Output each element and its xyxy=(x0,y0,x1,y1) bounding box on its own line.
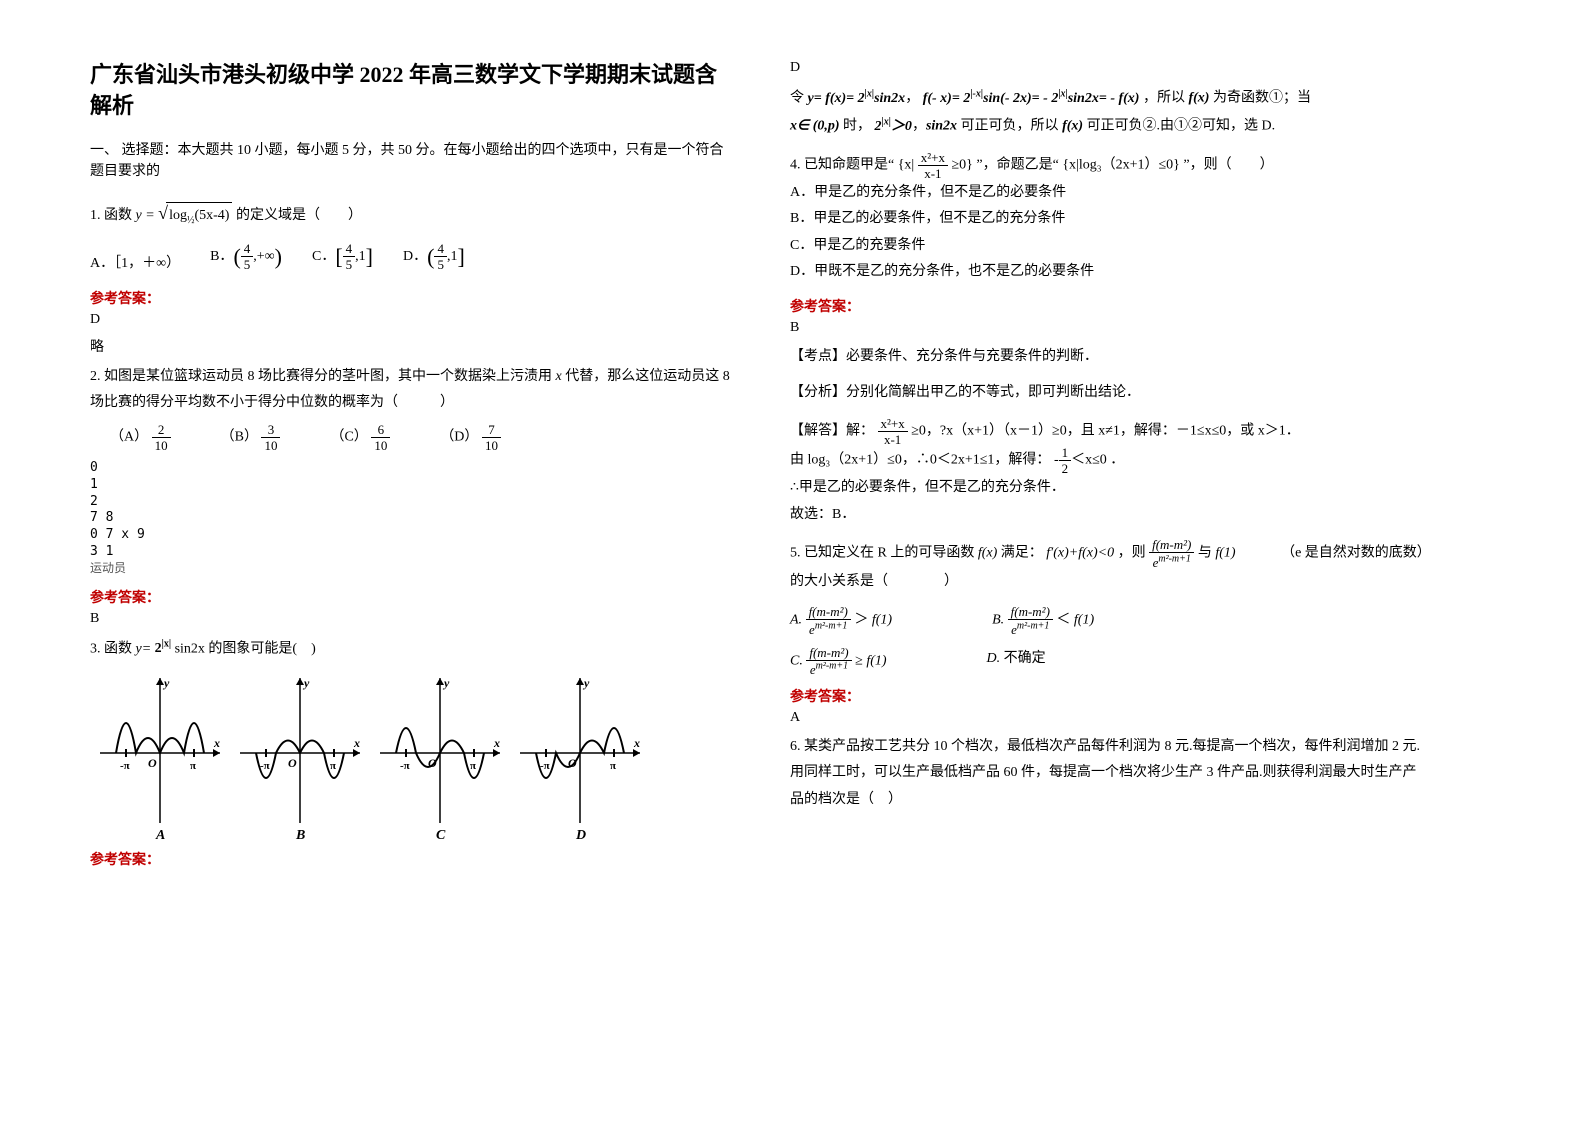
q4-ans: B xyxy=(790,320,1430,336)
svg-text:x: x xyxy=(353,736,360,750)
section-intro: 一、 选择题：本大题共 10 小题，每小题 5 分，共 50 分。在每小题给出的… xyxy=(90,140,730,182)
q2-var: x xyxy=(556,369,562,384)
q5-optA: A. f(m-m²)em²-m+1 ＞ f(1) xyxy=(790,605,892,635)
q4-optC: C．甲是乙的充要条件 xyxy=(790,233,1430,260)
question-5: 5. 已知定义在 R 上的可导函数 f(x) 满足： f′(x)+f(x)<0 … xyxy=(790,538,1430,676)
question-1: 1. 函数 y = √log½(5x-4) 的定义域是（ ） A．［1，＋∞） … xyxy=(90,196,730,278)
q3-graphs-svg: O y x -π π A O y x -π xyxy=(90,673,650,843)
q4-stem-a: 4. 已知命题甲是“ {x| xyxy=(790,157,914,172)
question-6: 6. 某类产品按工艺共分 10 个档次，最低档次产品每件利润为 8 元.每提高一… xyxy=(790,734,1430,814)
q4-optB: B．甲是乙的必要条件，但不是乙的充分条件 xyxy=(790,206,1430,233)
svg-text:y: y xyxy=(582,676,590,690)
svg-text:π: π xyxy=(610,760,616,772)
svg-text:-π: -π xyxy=(260,760,270,772)
question-2: 2. 如图是某位篮球运动员 8 场比赛得分的茎叶图，其中一个数据染上污渍用 x … xyxy=(90,364,730,577)
stem-leaf-plot: 0 1 2 7 8 0 7 x 9 3 1 运动员 xyxy=(90,460,730,577)
q1-ans1: D xyxy=(90,312,730,328)
q1-optC: C．[45,1] xyxy=(312,236,373,278)
q4-an: 【分析】分别化简解出甲乙的不等式，即可判断出结论． xyxy=(790,380,1430,407)
svg-text:y: y xyxy=(302,676,310,690)
svg-text:O: O xyxy=(288,756,297,770)
q3-stem-a: 3. 函数 xyxy=(90,641,132,656)
svg-text:O: O xyxy=(148,756,157,770)
svg-text:A: A xyxy=(155,828,165,843)
q2-optB: （B） 310 xyxy=(221,423,281,452)
answer-label: 参考答案： xyxy=(790,686,1430,706)
svg-text:-π: -π xyxy=(400,760,410,772)
question-4: 4. 已知命题甲是“ {x| x²+xx-1 ≥0} ”，命题乙是“ {x|lo… xyxy=(790,151,1430,286)
q2-optD: （D） 710 xyxy=(440,423,501,452)
q5-optB: B. f(m-m²)em²-m+1 ＜ f(1) xyxy=(992,605,1094,635)
page-title: 广东省汕头市港头初级中学 2022 年高三数学文下学期期末试题含解析 xyxy=(90,60,730,122)
svg-text:π: π xyxy=(330,760,336,772)
q4-kp: 【考点】必要条件、充分条件与充要条件的判断． xyxy=(790,344,1430,371)
q3-base: 2|x| xyxy=(155,641,171,656)
q2-optA: （A） 210 xyxy=(110,423,171,452)
q3-ans: D xyxy=(790,60,1430,76)
q4-optA: A．甲是乙的充分条件，但不是乙的必要条件 xyxy=(790,180,1430,207)
svg-text:x: x xyxy=(213,736,220,750)
q2-optC: （C） 610 xyxy=(330,423,390,452)
svg-text:x: x xyxy=(633,736,640,750)
q3-stem-b: sin2x 的图象可能是( ) xyxy=(175,641,316,656)
svg-text:π: π xyxy=(470,760,476,772)
answer-label: 参考答案： xyxy=(90,587,730,607)
svg-text:D: D xyxy=(575,828,586,843)
q4-optD: D．甲既不是乙的充分条件，也不是乙的必要条件 xyxy=(790,259,1430,286)
svg-text:y: y xyxy=(162,676,170,690)
svg-text:x: x xyxy=(493,736,500,750)
question-3: 3. 函数 y= 2|x| sin2x 的图象可能是( ) xyxy=(90,635,730,663)
q1-optB: B．(45,+∞) xyxy=(210,236,282,278)
q3-y: y= xyxy=(136,641,152,656)
q1-optA: A．［1，＋∞） xyxy=(90,251,180,278)
q5-optC: C. f(m-m²)em²-m+1 ≥ f(1) xyxy=(790,646,887,676)
q3-explain: 令 y= f(x)= 2|x|sin2x， f(- x)= 2|-x|sin(-… xyxy=(790,84,1430,141)
answer-label: 参考答案： xyxy=(90,849,730,869)
answer-label: 参考答案： xyxy=(90,288,730,308)
svg-text:y: y xyxy=(442,676,450,690)
q5-ans: A xyxy=(790,710,1430,726)
svg-text:π: π xyxy=(190,760,196,772)
q1-suffix: 的定义域是（ ） xyxy=(236,208,362,223)
q4-jd: 【解答】解： x²+xx-1 ≥0，?x（x+1）（x－1）≥0，且 x≠1，解… xyxy=(790,417,1430,528)
q1-prefix: 1. 函数 xyxy=(90,208,132,223)
svg-text:B: B xyxy=(295,828,305,843)
svg-text:-π: -π xyxy=(540,760,550,772)
svg-text:-π: -π xyxy=(120,760,130,772)
q5-optD: D. 不确定 xyxy=(987,646,1046,676)
svg-text:C: C xyxy=(436,828,446,843)
q4-stem-b: ≥0} ”，命题乙是“ {x|log₃（2x+1）≤0} ”，则（ ） xyxy=(951,157,1273,172)
q2-ans: B xyxy=(90,611,730,627)
q1-expr: y = xyxy=(136,208,159,223)
q1-optD: D．(45,1] xyxy=(403,236,465,278)
answer-label: 参考答案： xyxy=(790,296,1430,316)
q2-stem-a: 2. 如图是某位篮球运动员 8 场比赛得分的茎叶图，其中一个数据染上污渍用 xyxy=(90,369,552,384)
q1-ans2: 略 xyxy=(90,336,730,356)
q1-radicand: log½(5x-4) xyxy=(166,202,232,230)
